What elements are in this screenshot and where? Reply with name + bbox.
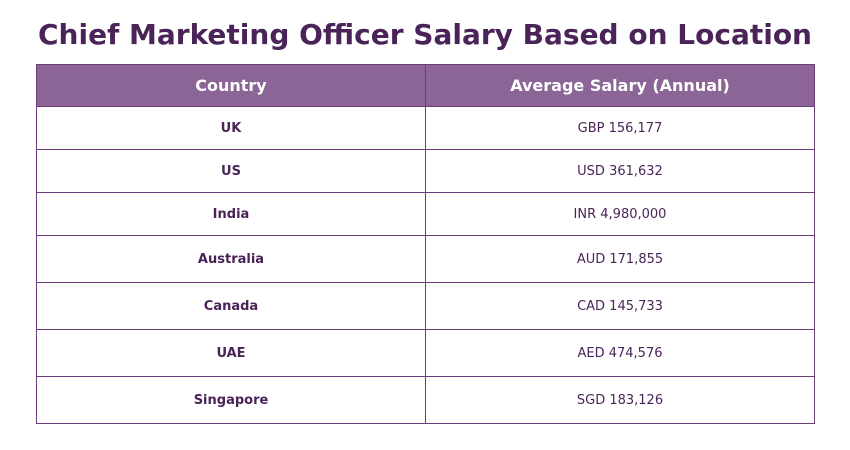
column-header-country: Country — [36, 64, 426, 107]
country-cell: Canada — [36, 282, 426, 330]
salary-cell: SGD 183,126 — [425, 376, 815, 424]
table-row: Australia AUD 171,855 — [36, 235, 815, 283]
salary-table: Country Average Salary (Annual) UK GBP 1… — [36, 64, 815, 424]
salary-cell: INR 4,980,000 — [425, 192, 815, 236]
table-row: Canada CAD 145,733 — [36, 282, 815, 330]
table-row: India INR 4,980,000 — [36, 192, 815, 236]
country-cell: Australia — [36, 235, 426, 283]
table-header-row: Country Average Salary (Annual) — [36, 64, 815, 107]
country-cell: Singapore — [36, 376, 426, 424]
country-cell: UK — [36, 106, 426, 150]
column-header-salary: Average Salary (Annual) — [425, 64, 815, 107]
country-cell: UAE — [36, 329, 426, 377]
table-row: Singapore SGD 183,126 — [36, 376, 815, 424]
table-row: US USD 361,632 — [36, 149, 815, 193]
salary-cell: GBP 156,177 — [425, 106, 815, 150]
country-cell: US — [36, 149, 426, 193]
salary-cell: USD 361,632 — [425, 149, 815, 193]
table-row: UK GBP 156,177 — [36, 106, 815, 150]
salary-cell: AUD 171,855 — [425, 235, 815, 283]
salary-cell: CAD 145,733 — [425, 282, 815, 330]
table-row: UAE AED 474,576 — [36, 329, 815, 377]
country-cell: India — [36, 192, 426, 236]
salary-cell: AED 474,576 — [425, 329, 815, 377]
page-title: Chief Marketing Officer Salary Based on … — [38, 18, 812, 51]
